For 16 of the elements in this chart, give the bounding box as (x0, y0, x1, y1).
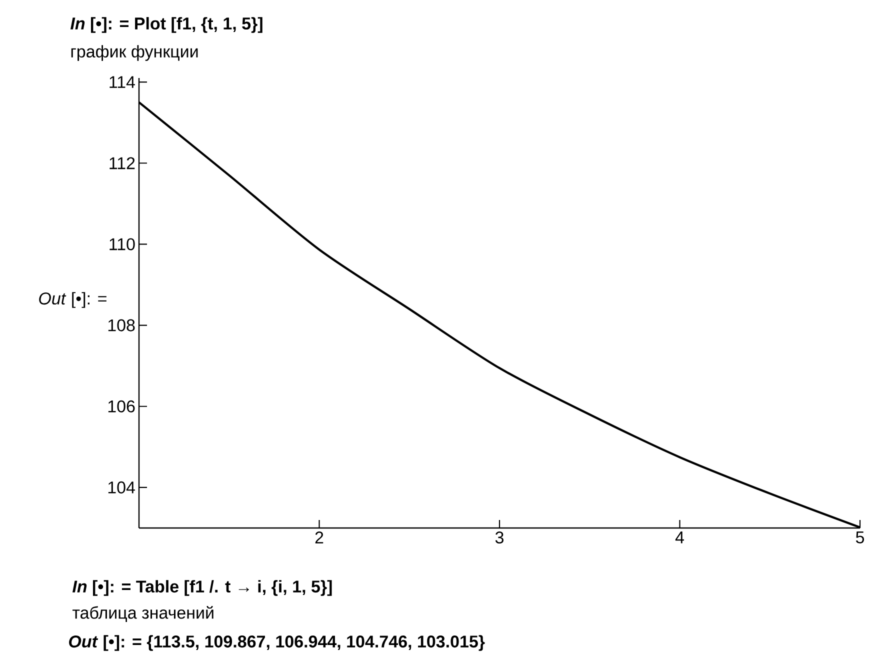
y-tick-label: 104 (108, 481, 135, 494)
chart-subtitle: график функции (71, 45, 198, 61)
y-tick-label: 108 (108, 319, 135, 332)
x-tick-label: 3 (495, 532, 504, 544)
y-tick-label: 112 (110, 157, 135, 170)
chart-title: In [•]: = Plot [f1, {t, 1, 5}] (70, 17, 262, 33)
y-tick-label: 114 (110, 76, 135, 88)
y-axis-title: Out [•]: = (39, 292, 106, 308)
y-tick-label: 110 (110, 238, 135, 250)
x-tick-label: 5 (856, 532, 864, 544)
x-tick-label: 4 (675, 532, 684, 544)
x-tick-label: 2 (315, 532, 324, 544)
text: In [•]: = Table [f1 /. t → i, {i, 1, 5}] (72, 580, 332, 596)
y-tick-label: 106 (108, 400, 135, 412)
text: таблица значений (72, 606, 214, 622)
text: Out [•]: = {113.5, 109.867, 106.944, 104.746, 103.015} (69, 635, 485, 651)
